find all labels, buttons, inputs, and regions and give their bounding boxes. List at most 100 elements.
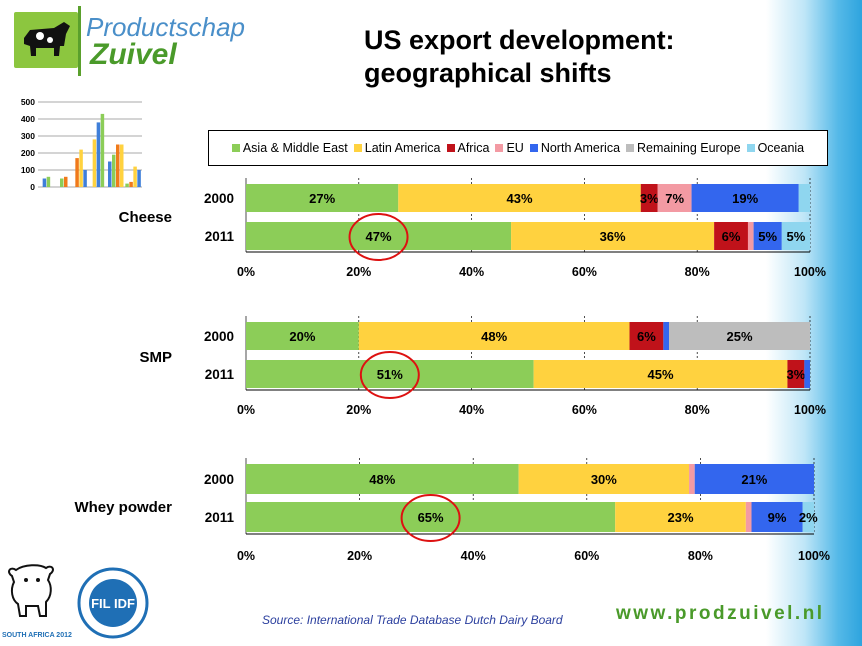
category-label: 2000 xyxy=(204,329,234,344)
x-tick-label: 0% xyxy=(237,549,255,563)
logo-divider xyxy=(78,6,81,76)
bar-data-label: 25% xyxy=(726,329,752,344)
x-tick-label: 80% xyxy=(685,265,710,279)
bar-segment xyxy=(747,222,754,250)
bar-segment xyxy=(246,184,399,212)
bar-data-label: 5% xyxy=(758,229,777,244)
mini-bar xyxy=(60,178,64,187)
bar-data-label: 6% xyxy=(722,229,741,244)
mini-bar xyxy=(116,144,120,187)
legend-label: North America xyxy=(540,141,621,155)
mini-bar xyxy=(120,144,124,187)
x-tick-label: 40% xyxy=(459,403,484,417)
legend-item: EU xyxy=(495,141,524,155)
chart-legend: Asia & Middle East Latin America Africa EU N… xyxy=(208,130,828,166)
dairy-summit-logo: SOUTH AFRICA 2012 xyxy=(2,560,72,646)
bar-data-label: 2% xyxy=(799,510,818,525)
category-label: 2011 xyxy=(205,367,235,382)
x-tick-label: 0% xyxy=(237,265,255,279)
x-tick-label: 20% xyxy=(346,403,371,417)
title-line-1: US export development: xyxy=(364,25,675,55)
cow-icon xyxy=(14,12,78,68)
mini-bar xyxy=(75,158,79,187)
bar-segment xyxy=(751,502,803,532)
legend-item: Oceania xyxy=(746,141,804,155)
bar-data-label: 5% xyxy=(787,229,806,244)
bar-segment xyxy=(246,502,616,532)
mini-bar xyxy=(108,161,112,187)
mini-y-tick-label: 300 xyxy=(21,131,35,141)
legend-swatch xyxy=(495,144,504,152)
mini-bar xyxy=(79,149,83,187)
bar-data-label: 3% xyxy=(640,191,659,206)
source-note: Source: International Trade Database Dut… xyxy=(262,613,563,627)
x-tick-label: 40% xyxy=(461,549,486,563)
category-label: 2011 xyxy=(205,510,235,525)
highlight-circle xyxy=(348,213,409,261)
bar-segment xyxy=(802,502,814,532)
legend-swatch xyxy=(746,144,755,152)
category-label: 2000 xyxy=(204,472,234,487)
event-name: SOUTH AFRICA 2012 xyxy=(2,632,72,639)
mini-bar xyxy=(42,178,47,187)
mini-bar xyxy=(125,183,129,187)
legend-swatch xyxy=(626,144,635,152)
x-tick-label: 40% xyxy=(459,265,484,279)
x-tick-label: 100% xyxy=(794,403,826,417)
stacked-bar-chart: Cheese 0% 20% 40% 60% 80% 100% 2000 27% 43% 3% 7% 19… xyxy=(119,178,826,279)
bar-segment xyxy=(640,184,658,212)
fil-idf-logo: FIL IDF xyxy=(77,567,149,639)
stacked-bar-chart: Whey powder 0% 20% 40% 60% 80% 100% 2000 48% 30% 2… xyxy=(74,458,830,563)
chart-title: Cheese xyxy=(119,209,172,226)
x-tick-label: 60% xyxy=(574,549,599,563)
legend-item: Remaining Europe xyxy=(626,141,741,155)
bar-data-label: 7% xyxy=(665,191,684,206)
bar-segment xyxy=(787,360,805,388)
bar-segment xyxy=(533,360,788,388)
bar-data-label: 19% xyxy=(732,191,758,206)
mini-y-tick-label: 100 xyxy=(21,165,35,175)
x-tick-label: 100% xyxy=(794,265,826,279)
mini-y-tick-label: 500 xyxy=(21,97,35,107)
slide-title: US export development: geographical shif… xyxy=(364,24,675,90)
x-tick-label: 20% xyxy=(346,265,371,279)
legend-item: Latin America xyxy=(353,141,441,155)
productschap-zuivel-logo: Productschap Zuivel xyxy=(10,4,245,84)
brand-name-line2: Zuivel xyxy=(90,38,177,71)
x-tick-label: 100% xyxy=(798,549,830,563)
bar-segment xyxy=(615,502,746,532)
mini-bar xyxy=(83,170,87,187)
bar-data-label: 27% xyxy=(309,191,335,206)
mini-y-tick-label: 200 xyxy=(21,148,35,158)
x-tick-label: 20% xyxy=(347,549,372,563)
bar-segment xyxy=(358,322,630,350)
website-url[interactable]: www.prodzuivel.nl xyxy=(616,603,825,624)
bar-segment xyxy=(246,222,512,250)
mini-bar-chart: 500 400 300 200 100 0 xyxy=(21,97,142,192)
bar-segment xyxy=(745,502,752,532)
legend-swatch xyxy=(529,144,538,152)
cow-outline-icon xyxy=(8,564,54,617)
stacked-bar-charts: Cheese 0% 20% 40% 60% 80% 100% 2000 27% 43% 3% 7% 19… xyxy=(74,178,830,563)
bar-segment xyxy=(657,184,692,212)
bar-segment xyxy=(753,222,782,250)
mini-y-tick-label: 400 xyxy=(21,114,35,124)
bar-segment xyxy=(246,464,519,494)
stacked-bar-chart: SMP 0% 20% 40% 60% 80% 100% 2000 20% 48% 6% 25% 2011… xyxy=(139,316,826,417)
bar-data-label: 20% xyxy=(289,329,315,344)
bar-segment xyxy=(804,360,810,388)
bar-data-label: 48% xyxy=(481,329,507,344)
legend-label: Remaining Europe xyxy=(637,141,741,155)
chart-title: Whey powder xyxy=(74,499,172,516)
x-tick-label: 0% xyxy=(237,403,255,417)
bar-data-label: 6% xyxy=(637,329,656,344)
bar-segment xyxy=(691,184,799,212)
legend-label: Latin America xyxy=(364,141,441,155)
bar-segment xyxy=(689,464,695,494)
bar-data-label: 23% xyxy=(668,510,694,525)
chart-title: SMP xyxy=(139,349,172,366)
mini-bar xyxy=(64,176,68,187)
highlight-circle xyxy=(359,351,420,399)
mini-bar xyxy=(96,122,101,187)
x-tick-label: 80% xyxy=(688,549,713,563)
